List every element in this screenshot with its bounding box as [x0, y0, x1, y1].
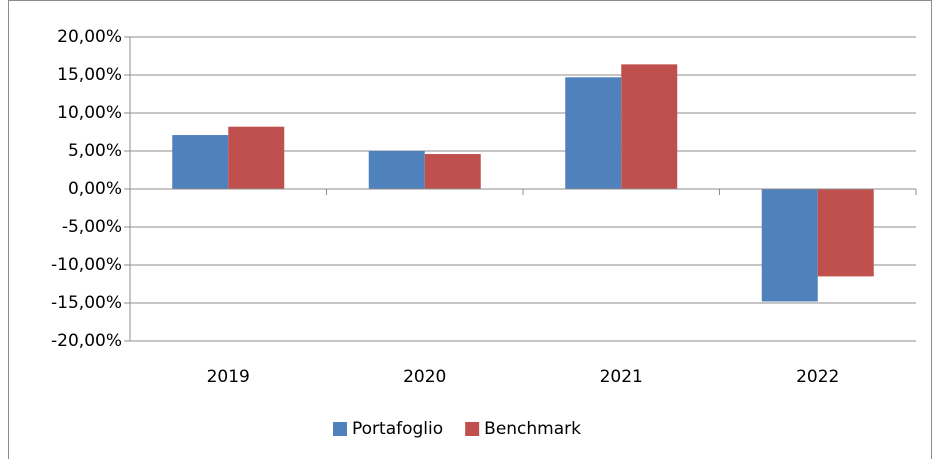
y-tick-label: -10,00%: [51, 255, 122, 275]
y-tick-label: 0,00%: [68, 179, 122, 199]
y-tick-label: 15,00%: [57, 65, 122, 85]
x-tick-label: 2019: [207, 367, 250, 387]
bar: [761, 189, 818, 302]
legend-swatch: [333, 422, 347, 436]
bar: [172, 135, 229, 189]
y-tick-label: 20,00%: [57, 27, 122, 47]
bar: [565, 77, 622, 189]
bar: [817, 189, 874, 277]
bar: [424, 154, 481, 189]
y-tick-label: 10,00%: [57, 103, 122, 123]
legend-swatch: [465, 422, 480, 436]
y-tick-label: 5,00%: [68, 141, 122, 161]
y-tick-label: -5,00%: [62, 217, 122, 237]
bar: [621, 64, 678, 189]
y-tick-label: -20,00%: [51, 331, 122, 351]
x-tick-label: 2022: [796, 367, 839, 387]
bar: [368, 151, 425, 189]
bar: [228, 126, 285, 189]
y-tick-label: -15,00%: [51, 293, 122, 313]
x-tick-label: 2021: [600, 367, 643, 387]
legend-label: Benchmark: [484, 419, 581, 439]
legend-label: Portafoglio: [352, 419, 443, 439]
x-tick-label: 2020: [403, 367, 446, 387]
